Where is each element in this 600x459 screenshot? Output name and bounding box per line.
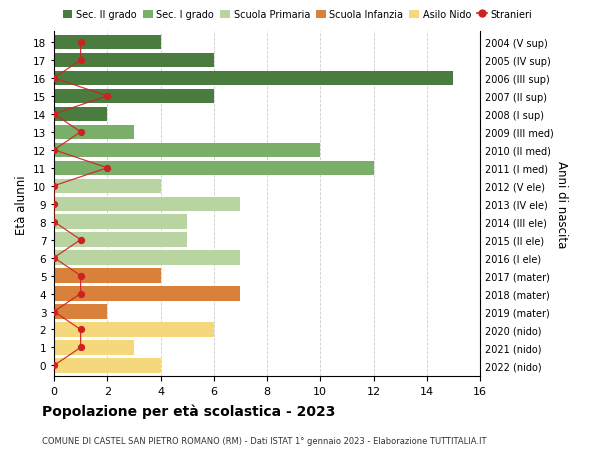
Text: Popolazione per età scolastica - 2023: Popolazione per età scolastica - 2023 <box>42 404 335 419</box>
Bar <box>54 125 134 140</box>
Point <box>103 93 112 101</box>
Bar <box>54 72 454 86</box>
Bar <box>54 197 241 212</box>
Point <box>49 308 59 315</box>
Legend: Sec. II grado, Sec. I grado, Scuola Primaria, Scuola Infanzia, Asilo Nido, Stran: Sec. II grado, Sec. I grado, Scuola Prim… <box>59 6 536 24</box>
Bar <box>54 90 214 104</box>
Point <box>76 129 85 136</box>
Point <box>76 344 85 352</box>
Bar <box>54 161 373 175</box>
Bar <box>54 323 214 337</box>
Point <box>76 272 85 280</box>
Point <box>49 218 59 226</box>
Bar <box>54 233 187 247</box>
Point <box>49 147 59 154</box>
Bar <box>54 179 161 194</box>
Bar <box>54 36 161 50</box>
Bar <box>54 269 161 283</box>
Bar <box>54 287 241 301</box>
Point <box>49 183 59 190</box>
Bar <box>54 215 187 230</box>
Bar <box>54 341 134 355</box>
Bar <box>54 358 161 373</box>
Point <box>49 111 59 118</box>
Bar <box>54 143 320 157</box>
Bar <box>54 107 107 122</box>
Text: COMUNE DI CASTEL SAN PIETRO ROMANO (RM) - Dati ISTAT 1° gennaio 2023 - Elaborazi: COMUNE DI CASTEL SAN PIETRO ROMANO (RM) … <box>42 436 487 445</box>
Point <box>103 165 112 172</box>
Point <box>49 254 59 262</box>
Point <box>76 57 85 64</box>
Point <box>76 326 85 333</box>
Point <box>49 75 59 83</box>
Bar <box>54 251 241 265</box>
Point <box>49 362 59 369</box>
Point <box>76 290 85 297</box>
Bar <box>54 54 214 68</box>
Point <box>49 201 59 208</box>
Y-axis label: Anni di nascita: Anni di nascita <box>554 161 568 248</box>
Y-axis label: Età alunni: Età alunni <box>14 174 28 234</box>
Point <box>76 236 85 244</box>
Point <box>76 39 85 46</box>
Bar <box>54 305 107 319</box>
